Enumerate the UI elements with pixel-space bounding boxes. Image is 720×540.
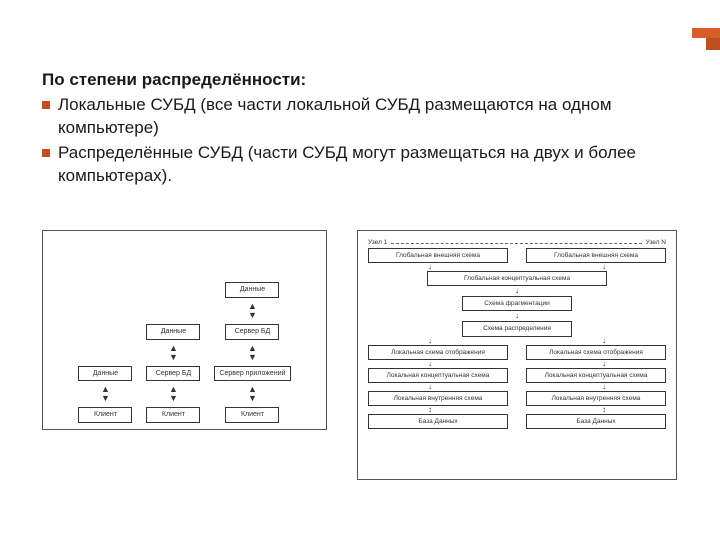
fl-box: Данные xyxy=(146,324,200,340)
figures-row: Данные ▲▼ Клиент Данные ▲▼ Сервер БД ▲▼ … xyxy=(42,230,678,480)
fr-box: Схема распределения xyxy=(462,321,572,336)
slide-content: По степени распределённости: Локальные С… xyxy=(42,70,678,190)
fr-top-label: Узел 1 xyxy=(368,239,387,246)
bullet-item: Локальные СУБД (все части локальной СУБД… xyxy=(42,94,678,140)
arrow-updown-icon: ▲▼ xyxy=(101,385,110,403)
bullet-marker-icon xyxy=(42,149,50,157)
arrow-updown-icon: ▲▼ xyxy=(248,385,257,403)
arrow-down-icon: ↓ xyxy=(428,360,432,368)
arrow-down-icon: ↓ xyxy=(428,263,432,271)
arrow-down-icon: ↓ xyxy=(428,337,432,345)
arrow-updown-icon: ▲▼ xyxy=(248,344,257,362)
fr-box: Локальная концептуальная схема xyxy=(368,368,508,383)
arrow-bi-icon: ↕ xyxy=(602,406,606,414)
fr-box: Локальная внутренняя схема xyxy=(368,391,508,406)
arrow-down-icon: ↓ xyxy=(428,383,432,391)
fl-box: Клиент xyxy=(78,407,132,423)
fr-box: Глобальная внешняя схема xyxy=(526,248,666,263)
fr-box: Локальная схема отображения xyxy=(368,345,508,360)
dashed-line-icon xyxy=(391,243,641,246)
bullet-item: Распределённые СУБД (части СУБД могут ра… xyxy=(42,142,678,188)
fl-box: Клиент xyxy=(146,407,200,423)
arrow-down-icon: ↓ xyxy=(602,383,606,391)
section-heading: По степени распределённости: xyxy=(42,70,678,90)
fl-box: Данные xyxy=(78,366,132,382)
bullet-marker-icon xyxy=(42,101,50,109)
fr-box: Локальная концептуальная схема xyxy=(526,368,666,383)
arrow-down-icon: ↓ xyxy=(602,263,606,271)
arrow-bi-icon: ↕ xyxy=(428,406,432,414)
arrow-updown-icon: ▲▼ xyxy=(169,385,178,403)
bullet-text: Распределённые СУБД (части СУБД могут ра… xyxy=(58,142,678,188)
fl-column-2: Данные ▲▼ Сервер БД ▲▼ Клиент xyxy=(146,324,200,423)
fr-box: Глобальная концептуальная схема xyxy=(427,271,607,286)
arrow-down-icon: ↓ xyxy=(368,312,666,320)
arrow-down-icon: ↓ xyxy=(602,360,606,368)
fl-box: Сервер приложений xyxy=(214,366,290,382)
fl-box: Клиент xyxy=(225,407,279,423)
fr-box: Локальная внутренняя схема xyxy=(526,391,666,406)
fl-box: Сервер БД xyxy=(146,366,200,382)
fl-box: Данные xyxy=(225,282,279,298)
fl-column-1: Данные ▲▼ Клиент xyxy=(78,366,132,423)
fr-top-label: Узел N xyxy=(646,239,666,246)
fl-box: Сервер БД xyxy=(225,324,279,340)
arrow-down-icon: ↓ xyxy=(368,287,666,295)
figure-local-dbms: Данные ▲▼ Клиент Данные ▲▼ Сервер БД ▲▼ … xyxy=(42,230,327,430)
fr-box: Локальная схема отображения xyxy=(526,345,666,360)
arrow-updown-icon: ▲▼ xyxy=(248,302,257,320)
fr-box: База Данных xyxy=(526,414,666,429)
fr-box: Схема фрагментации xyxy=(462,296,572,311)
bullet-text: Локальные СУБД (все части локальной СУБД… xyxy=(58,94,678,140)
slide-accent-corner xyxy=(692,28,720,50)
arrow-down-icon: ↓ xyxy=(602,337,606,345)
fr-box: Глобальная внешняя схема xyxy=(368,248,508,263)
fl-column-3: Данные ▲▼ Сервер БД ▲▼ Сервер приложений… xyxy=(214,282,290,423)
arrow-updown-icon: ▲▼ xyxy=(169,344,178,362)
figure-distributed-dbms: Узел 1 Узел N Глобальная внешняя схема Г… xyxy=(357,230,677,480)
fr-box: База Данных xyxy=(368,414,508,429)
